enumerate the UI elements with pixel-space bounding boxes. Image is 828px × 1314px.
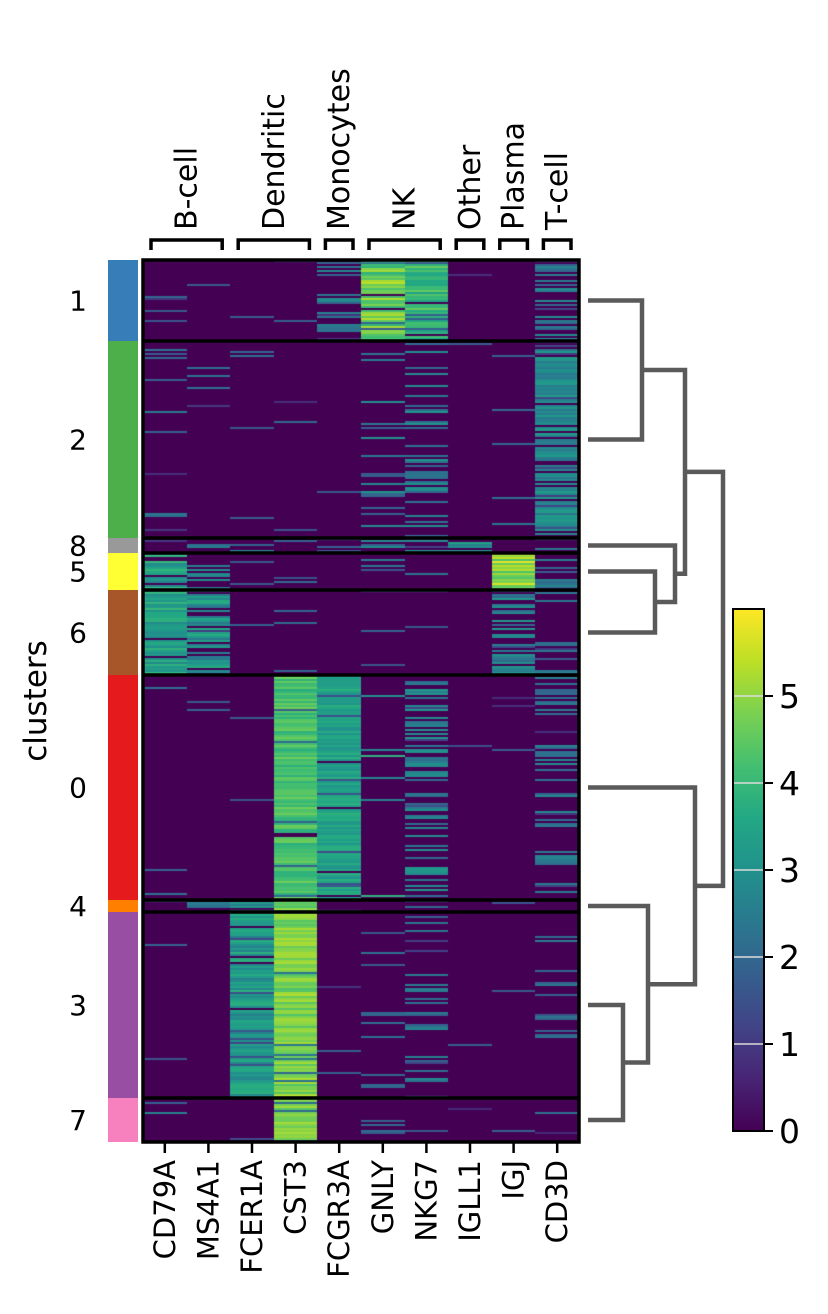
heatmap-frame — [141, 258, 581, 1144]
cluster-number-label: 5 — [69, 556, 87, 589]
dendrogram-link — [588, 298, 645, 442]
cluster-separator-line — [143, 910, 579, 914]
heatmap-cells-canvas — [143, 260, 579, 1142]
dendrogram-link — [588, 569, 658, 635]
cluster-number-label: 4 — [69, 890, 87, 923]
dendrogram-link — [642, 367, 688, 576]
cluster-separator-line — [143, 588, 579, 592]
gene-label: IGJ — [497, 1160, 531, 1200]
cluster-color-swatch — [108, 912, 138, 1098]
column-group-bracket — [149, 238, 224, 250]
cluster-color-swatch — [108, 538, 138, 553]
cluster-number-label: 3 — [69, 989, 87, 1022]
row-axis-label: clusters — [18, 640, 54, 762]
cluster-number-label: 0 — [69, 772, 87, 805]
cluster-separator-line — [143, 551, 579, 555]
cluster-number-label: 7 — [69, 1104, 87, 1137]
column-group-bracket — [541, 238, 573, 250]
column-group-brackets — [149, 238, 573, 250]
column-group-label: Plasma — [497, 122, 532, 230]
cluster-color-swatch — [108, 260, 138, 341]
column-group-bracket — [454, 238, 486, 250]
gene-label: CD79A — [148, 1160, 182, 1259]
gene-label: IGLL1 — [453, 1160, 487, 1242]
colorbar-tick-label: 3 — [779, 851, 800, 890]
cluster-color-swatch — [108, 1098, 138, 1142]
dendrogram-link — [588, 785, 698, 987]
column-group-bracket — [323, 238, 355, 250]
cluster-separator-line — [143, 1096, 579, 1100]
colorbar-tick-label: 4 — [779, 764, 800, 803]
cluster-number-label: 1 — [69, 285, 87, 318]
cluster-separator-line — [143, 898, 579, 902]
dendrogram-link — [588, 1002, 626, 1123]
value-colorbar: 0 1 2 3 4 5 — [732, 608, 800, 1151]
cluster-number-label: 2 — [69, 424, 87, 457]
column-group-labels: B-cell Dendritic Monocytes NK Other Plasma T-c… — [170, 68, 576, 231]
cluster-color-swatch — [108, 341, 138, 538]
cluster-separator-line — [143, 339, 579, 343]
gene-axis: CD79A MS4A1 FCER1A CST3 FCGR3A GNLY NKG7 IGLL1 I… — [148, 1143, 574, 1278]
gene-label: FCER1A — [235, 1160, 269, 1274]
cluster-number-labels: 1 2 85 6 0 4 3 7 — [69, 285, 87, 1138]
cluster-row-separators — [143, 339, 579, 1100]
cluster-color-bar — [108, 260, 138, 1142]
dendrogram-link — [588, 903, 651, 1065]
gene-label: NKG7 — [409, 1160, 443, 1242]
cluster-color-swatch — [108, 900, 138, 912]
cluster-color-swatch — [108, 553, 138, 590]
cluster-number-label: 6 — [69, 617, 87, 650]
cluster-dendrogram — [588, 298, 726, 1123]
colorbar-tick-label: 0 — [779, 1112, 800, 1151]
gene-label: GNLY — [366, 1160, 400, 1234]
cluster-separator-line — [143, 536, 579, 540]
column-group-label: NK — [388, 187, 423, 230]
gene-label: CST3 — [279, 1160, 313, 1235]
column-group-label: T-cell — [540, 152, 575, 231]
cluster-color-swatch — [108, 590, 138, 675]
colorbar-tick-label: 5 — [779, 677, 800, 716]
cluster-color-swatch — [108, 675, 138, 900]
column-group-label: Other — [453, 144, 488, 230]
column-group-bracket — [236, 238, 312, 250]
cluster-number-label: 8 — [69, 530, 87, 563]
column-group-label: Dendritic — [257, 93, 292, 230]
colorbar-tick-label: 1 — [779, 1025, 800, 1064]
cluster-separator-line — [143, 673, 579, 677]
dendrogram-link — [685, 469, 726, 889]
column-group-label: Monocytes — [322, 68, 357, 230]
column-group-label: B-cell — [170, 147, 205, 230]
colorbar-tick-label: 2 — [779, 938, 800, 977]
gene-label: FCGR3A — [322, 1160, 356, 1278]
gene-label: CD3D — [540, 1160, 574, 1243]
column-group-bracket — [498, 238, 530, 250]
column-group-bracket — [367, 238, 442, 250]
gene-label: MS4A1 — [191, 1160, 225, 1260]
